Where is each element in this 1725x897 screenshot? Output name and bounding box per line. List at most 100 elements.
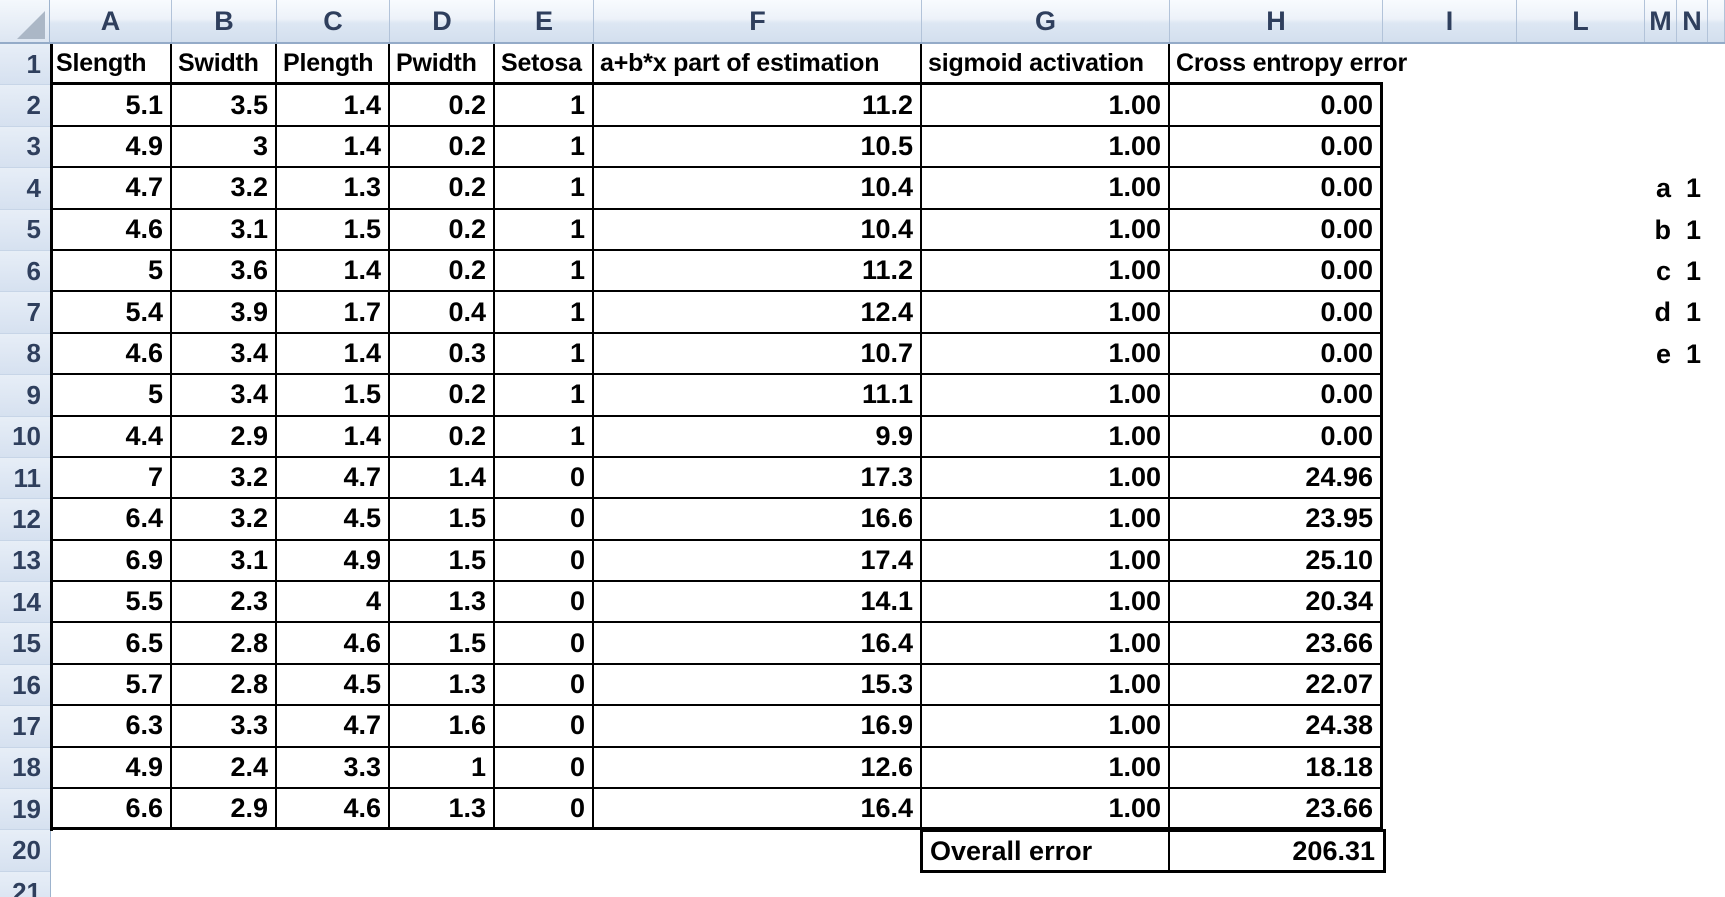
cell-G8[interactable]: 1.00 <box>922 333 1170 376</box>
header-cell-H1[interactable]: Cross entropy error <box>1170 44 1407 86</box>
row-header-3[interactable]: 3 <box>0 126 50 169</box>
cell-D8[interactable]: 0.3 <box>390 333 495 376</box>
cell-M4[interactable]: a <box>1655 173 1671 204</box>
cell-D18[interactable]: 1 <box>390 747 495 790</box>
cell-D7[interactable]: 0.4 <box>390 292 495 334</box>
row-header-9[interactable]: 9 <box>0 375 50 417</box>
cell-A7[interactable]: 5.4 <box>50 292 172 334</box>
cell-C18[interactable]: 3.3 <box>277 747 390 790</box>
cell-G3[interactable]: 1.00 <box>922 126 1170 169</box>
row-header-18[interactable]: 18 <box>0 747 50 790</box>
cell-A19[interactable]: 6.6 <box>50 789 172 831</box>
cell-F15[interactable]: 16.4 <box>594 623 922 665</box>
cell-D10[interactable]: 0.2 <box>390 416 495 458</box>
cell-E2[interactable]: 1 <box>495 85 594 127</box>
cell-B4[interactable]: 3.2 <box>172 168 277 210</box>
cell-C2[interactable]: 1.4 <box>277 85 390 127</box>
cell-D19[interactable]: 1.3 <box>390 789 495 831</box>
cell-M7[interactable]: d <box>1654 297 1672 328</box>
cell-B8[interactable]: 3.4 <box>172 333 277 376</box>
cell-B14[interactable]: 2.3 <box>172 582 277 624</box>
cell-D9[interactable]: 0.2 <box>390 375 495 417</box>
cell-G4[interactable]: 1.00 <box>922 168 1170 210</box>
cell-F3[interactable]: 10.5 <box>594 126 922 169</box>
cell-N4[interactable]: 1 <box>1685 173 1701 204</box>
column-header-H[interactable]: H <box>1170 0 1383 42</box>
cell-C17[interactable]: 4.7 <box>277 706 390 748</box>
column-header-E[interactable]: E <box>495 0 594 42</box>
cell-H17[interactable]: 24.38 <box>1170 706 1383 748</box>
cell-F16[interactable]: 15.3 <box>594 664 922 707</box>
column-header-B[interactable]: B <box>172 0 277 42</box>
cell-D14[interactable]: 1.3 <box>390 582 495 624</box>
cell-H6[interactable]: 0.00 <box>1170 250 1383 293</box>
cell-C16[interactable]: 4.5 <box>277 664 390 707</box>
cell-B16[interactable]: 2.8 <box>172 664 277 707</box>
cell-C7[interactable]: 1.7 <box>277 292 390 334</box>
cell-D6[interactable]: 0.2 <box>390 250 495 293</box>
cell-G14[interactable]: 1.00 <box>922 582 1170 624</box>
cell-G19[interactable]: 1.00 <box>922 789 1170 831</box>
column-header-N[interactable]: N <box>1677 0 1708 42</box>
row-header-10[interactable]: 10 <box>0 416 50 458</box>
column-header-G[interactable]: G <box>922 0 1170 42</box>
cell-B2[interactable]: 3.5 <box>172 85 277 127</box>
row-header-16[interactable]: 16 <box>0 664 50 707</box>
cell-G18[interactable]: 1.00 <box>922 747 1170 790</box>
cell-H7[interactable]: 0.00 <box>1170 292 1383 334</box>
cell-A17[interactable]: 6.3 <box>50 706 172 748</box>
cell-D17[interactable]: 1.6 <box>390 706 495 748</box>
cell-F19[interactable]: 16.4 <box>594 789 922 831</box>
cell-E16[interactable]: 0 <box>495 664 594 707</box>
cell-F10[interactable]: 9.9 <box>594 416 922 458</box>
column-header-I[interactable]: I <box>1383 0 1517 42</box>
row-header-1[interactable]: 1 <box>0 44 50 86</box>
row-header-21[interactable]: 21 <box>0 871 50 897</box>
row-header-17[interactable]: 17 <box>0 706 50 748</box>
cell-E10[interactable]: 1 <box>495 416 594 458</box>
column-header-L[interactable]: L <box>1517 0 1645 42</box>
cell-E9[interactable]: 1 <box>495 375 594 417</box>
cell-E4[interactable]: 1 <box>495 168 594 210</box>
cell-D2[interactable]: 0.2 <box>390 85 495 127</box>
cell-H20[interactable]: 206.31 <box>1292 835 1375 866</box>
header-cell-F1[interactable]: a+b*x part of estimation <box>594 44 922 86</box>
cell-F11[interactable]: 17.3 <box>594 457 922 500</box>
cell-G17[interactable]: 1.00 <box>922 706 1170 748</box>
cell-C8[interactable]: 1.4 <box>277 333 390 376</box>
cell-F6[interactable]: 11.2 <box>594 250 922 293</box>
cell-N7[interactable]: 1 <box>1685 297 1701 328</box>
cell-E19[interactable]: 0 <box>495 789 594 831</box>
cell-A14[interactable]: 5.5 <box>50 582 172 624</box>
cell-E18[interactable]: 0 <box>495 747 594 790</box>
cell-C19[interactable]: 4.6 <box>277 789 390 831</box>
cell-M5[interactable]: b <box>1654 214 1672 245</box>
row-header-14[interactable]: 14 <box>0 582 50 624</box>
cell-A8[interactable]: 4.6 <box>50 333 172 376</box>
cell-B7[interactable]: 3.9 <box>172 292 277 334</box>
cell-G2[interactable]: 1.00 <box>922 85 1170 127</box>
cell-B11[interactable]: 3.2 <box>172 457 277 500</box>
cell-G9[interactable]: 1.00 <box>922 375 1170 417</box>
cell-E7[interactable]: 1 <box>495 292 594 334</box>
cell-C11[interactable]: 4.7 <box>277 457 390 500</box>
column-header-M[interactable]: M <box>1645 0 1677 42</box>
header-cell-B1[interactable]: Swidth <box>172 44 277 86</box>
cell-H2[interactable]: 0.00 <box>1170 85 1383 127</box>
cell-B17[interactable]: 3.3 <box>172 706 277 748</box>
cell-A5[interactable]: 4.6 <box>50 209 172 251</box>
cell-D16[interactable]: 1.3 <box>390 664 495 707</box>
header-cell-C1[interactable]: Plength <box>277 44 390 86</box>
cell-H13[interactable]: 25.10 <box>1170 540 1383 583</box>
cell-B12[interactable]: 3.2 <box>172 499 277 541</box>
cell-G10[interactable]: 1.00 <box>922 416 1170 458</box>
cell-C6[interactable]: 1.4 <box>277 250 390 293</box>
cell-B3[interactable]: 3 <box>172 126 277 169</box>
cell-H10[interactable]: 0.00 <box>1170 416 1383 458</box>
row-header-20[interactable]: 20 <box>0 830 50 872</box>
cell-E15[interactable]: 0 <box>495 623 594 665</box>
cell-C9[interactable]: 1.5 <box>277 375 390 417</box>
cell-E13[interactable]: 0 <box>495 540 594 583</box>
cell-C3[interactable]: 1.4 <box>277 126 390 169</box>
cell-A15[interactable]: 6.5 <box>50 623 172 665</box>
